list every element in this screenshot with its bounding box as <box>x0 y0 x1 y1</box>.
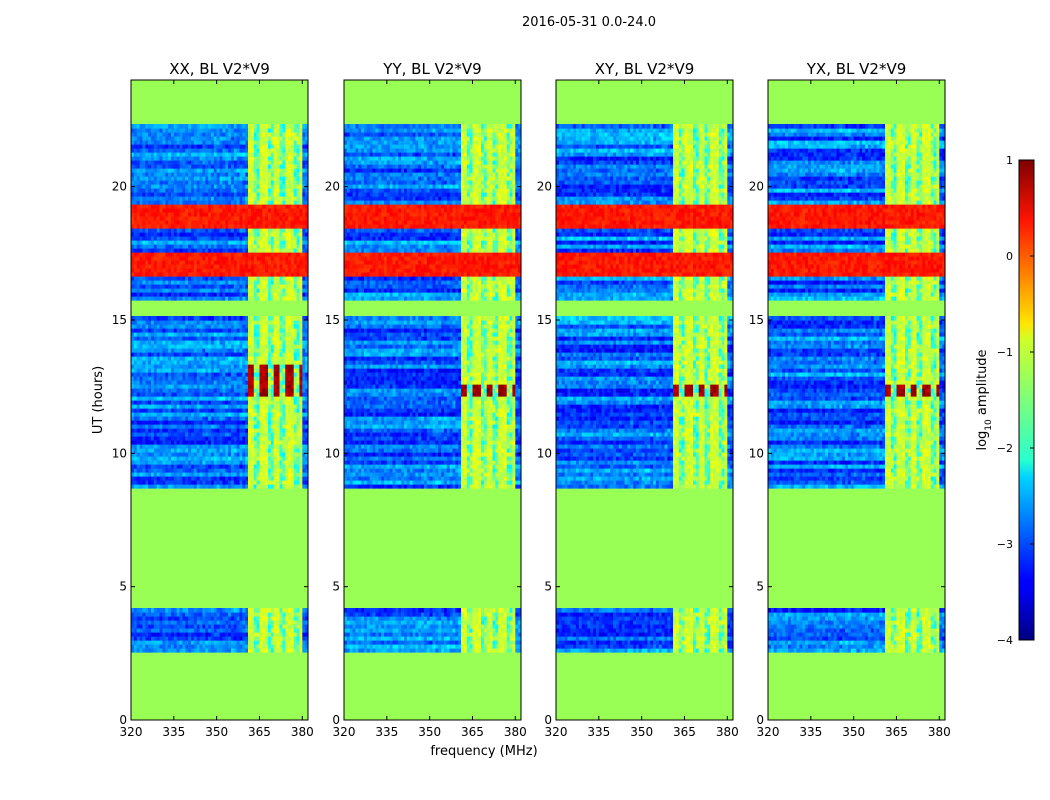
suptitle: 2016-05-31 0.0-24.0 <box>522 15 656 30</box>
figure: 2016-05-31 0.0-24.0 XX, BL V2*V9320 335 35… <box>0 0 1050 800</box>
